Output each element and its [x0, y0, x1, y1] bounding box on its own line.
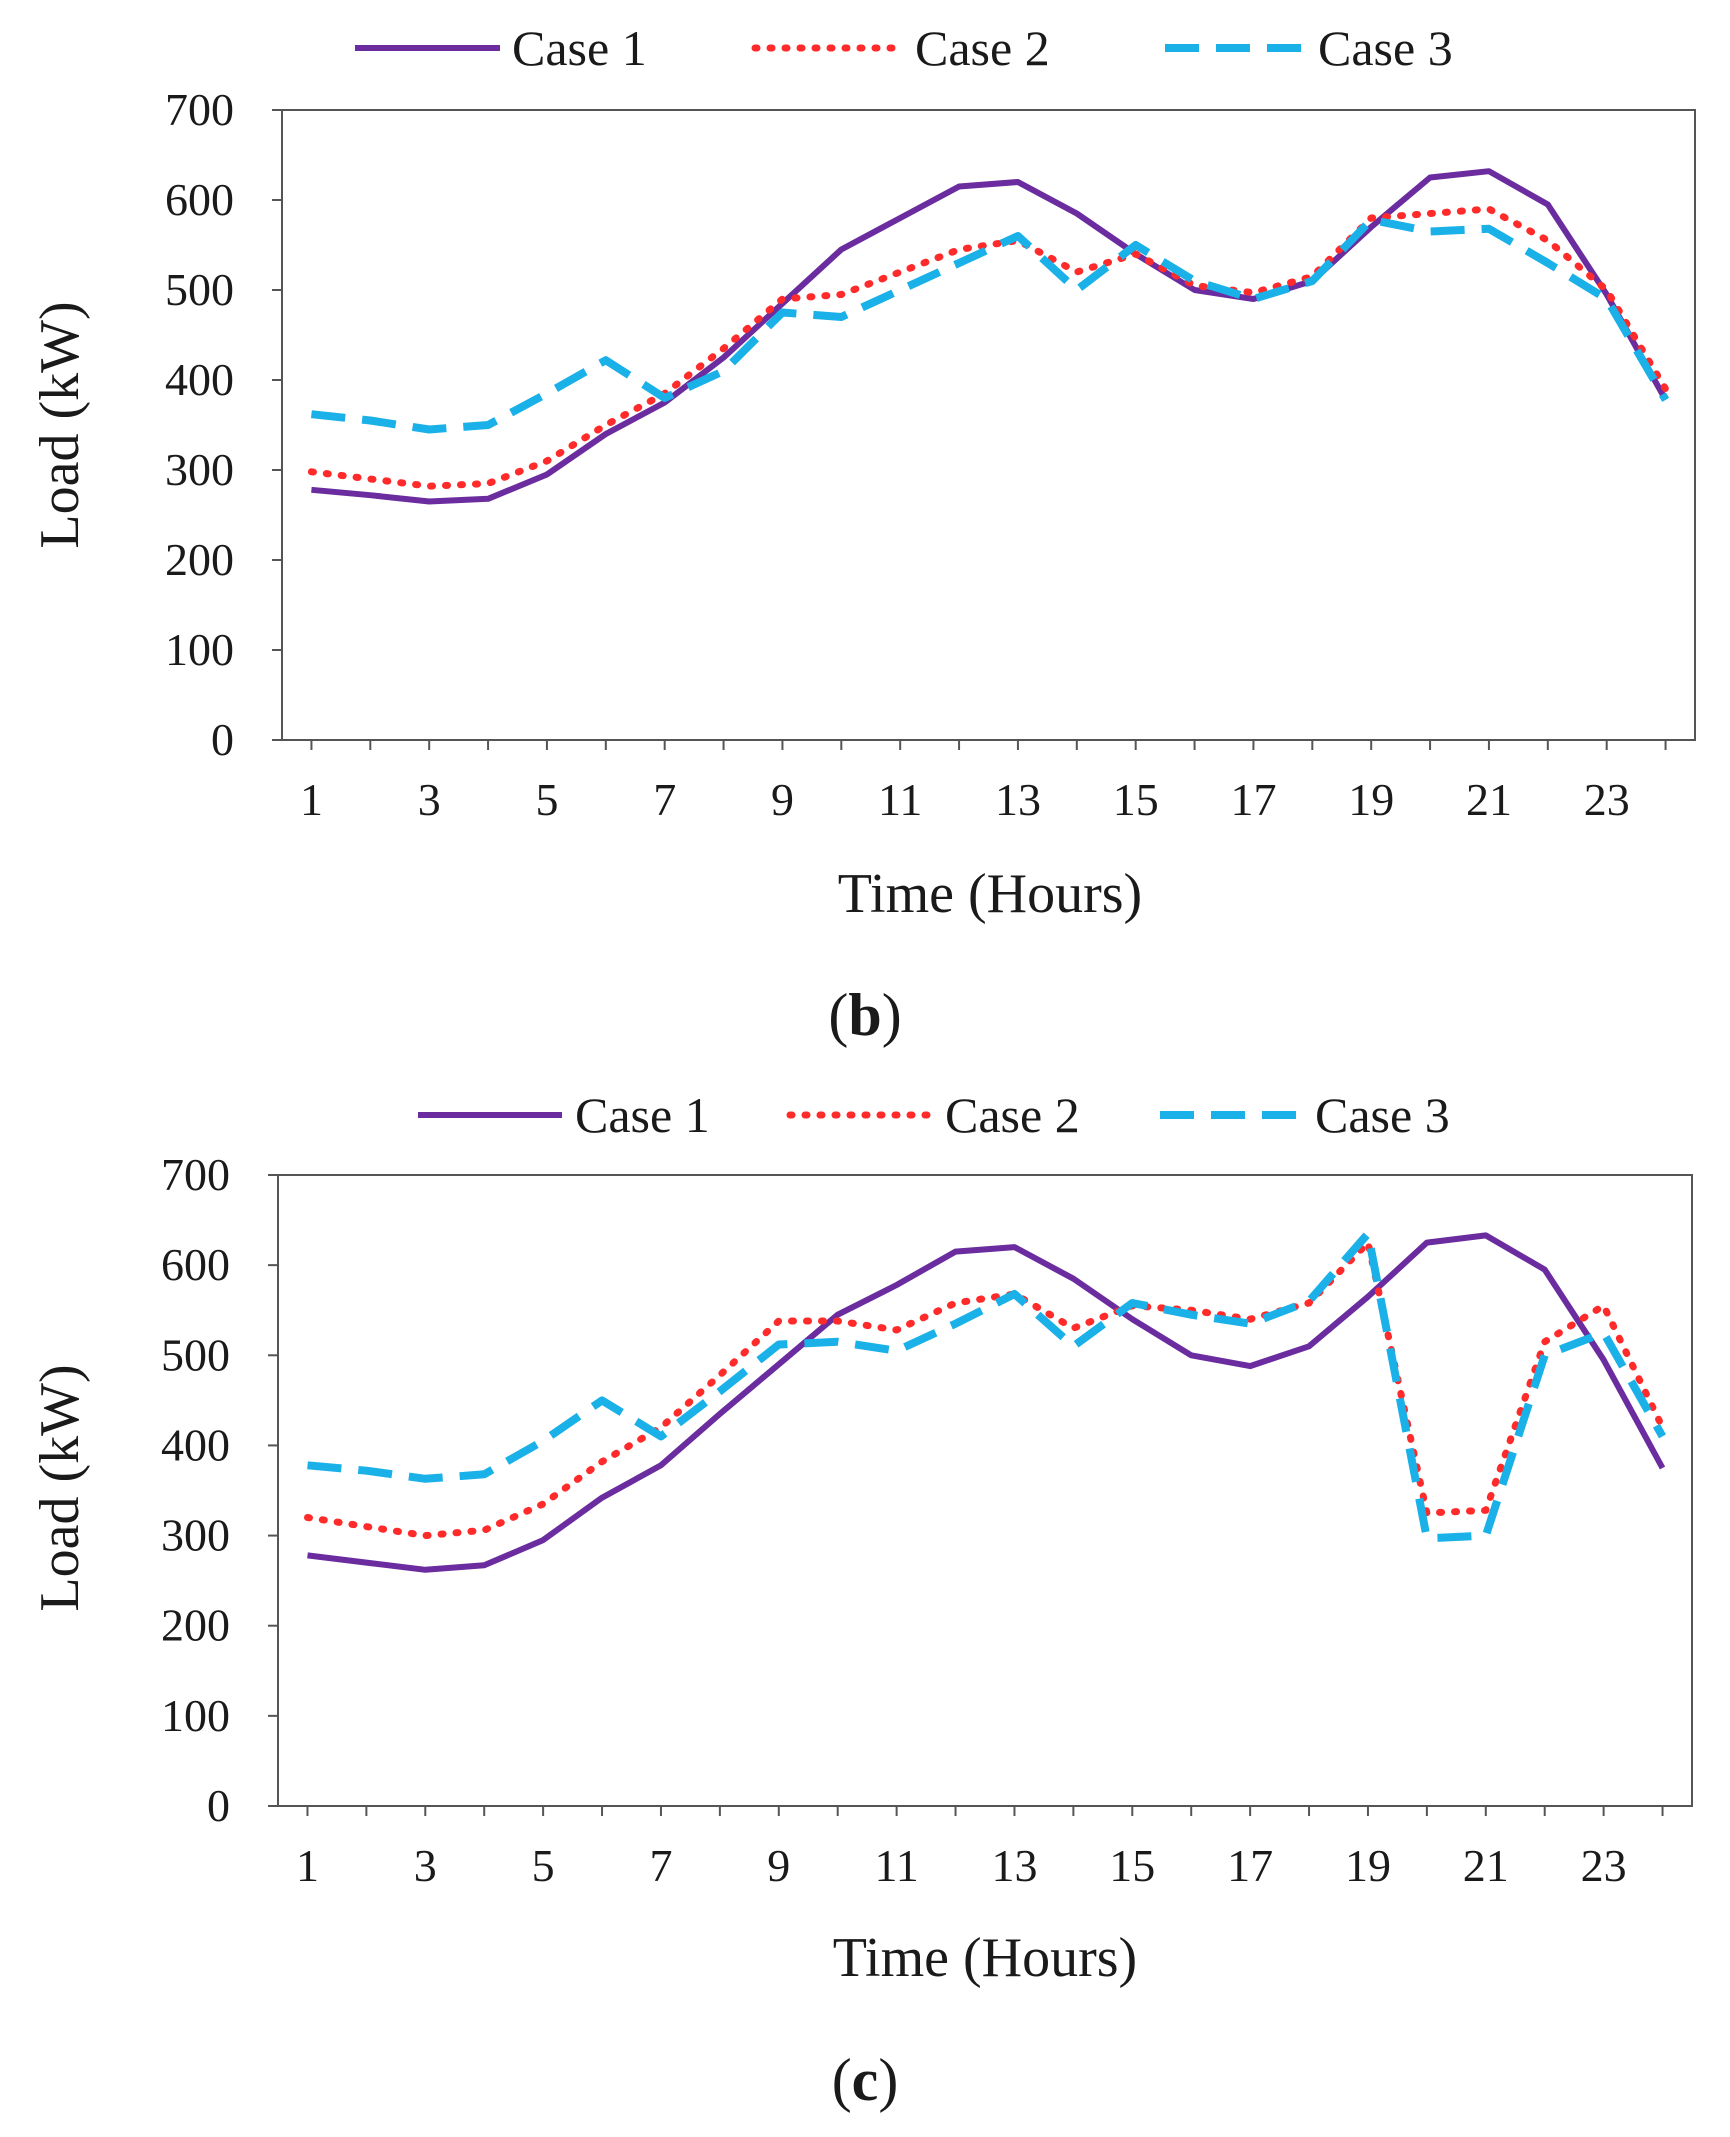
x-tick-label: 9	[771, 774, 794, 825]
legend-label-case1: Case 1	[575, 1087, 710, 1143]
series-line-case3	[310, 215, 1670, 434]
y-tick-label: 0	[211, 714, 234, 765]
x-tick-label: 15	[1109, 1840, 1155, 1891]
legend-label-case2: Case 2	[945, 1087, 1080, 1143]
y-tick-label: 600	[161, 1239, 230, 1290]
x-tick-label: 17	[1230, 774, 1276, 825]
legend-label-case1: Case 1	[512, 20, 647, 76]
legend-label-case2: Case 2	[915, 20, 1050, 76]
x-tick-label: 3	[418, 774, 441, 825]
y-tick-label: 200	[165, 534, 234, 585]
x-tick-label: 13	[991, 1840, 1037, 1891]
x-tick-label: 21	[1463, 1840, 1509, 1891]
y-tick-label: 600	[165, 174, 234, 225]
x-tick-label: 11	[874, 1840, 918, 1891]
series-line-case2	[307, 205, 1670, 490]
y-tick-label: 200	[161, 1600, 230, 1651]
y-tick-label: 100	[165, 624, 234, 675]
x-tick-label: 19	[1345, 1840, 1391, 1891]
legend-item-case3: Case 3	[1160, 1087, 1450, 1143]
x-tick-label: 1	[296, 1840, 319, 1891]
legend-label-case3: Case 3	[1318, 20, 1453, 76]
load-chart-b: Case 1 Case 2 Case 3 0 100 200 300 400 500 600…	[29, 20, 1696, 1048]
x-tick-label: 3	[414, 1840, 437, 1891]
x-tick-label: 9	[767, 1840, 790, 1891]
x-tick-label: 7	[649, 1840, 672, 1891]
y-tick-label: 400	[161, 1419, 230, 1470]
legend-c: Case 1 Case 2 Case 3	[418, 1087, 1450, 1143]
y-tick-label: 500	[161, 1329, 230, 1380]
y-tick-label: 300	[165, 444, 234, 495]
x-tick-label: 21	[1466, 774, 1512, 825]
legend-b: Case 1 Case 2 Case 3	[355, 20, 1453, 76]
y-tick-label: 400	[165, 354, 234, 405]
x-axis-title-b: Time (Hours)	[838, 863, 1142, 925]
y-tick-label: 700	[165, 84, 234, 135]
legend-item-case2: Case 2	[751, 20, 1050, 76]
series-line-case1	[307, 1232, 1666, 1573]
x-tick-label: 5	[535, 774, 558, 825]
y-tick-label: 300	[161, 1510, 230, 1561]
y-tick-label: 700	[161, 1149, 230, 1200]
x-tick-label: 1	[300, 774, 323, 825]
x-tick-label: 19	[1348, 774, 1394, 825]
y-tick-label: 500	[165, 264, 234, 315]
legend-item-case3: Case 3	[1165, 20, 1453, 76]
legend-item-case1: Case 1	[355, 20, 647, 76]
load-chart-c: Case 1 Case 2 Case 3 0 100 200 300 400 500 600…	[29, 1087, 1693, 2113]
figure-panel-b: Case 1 Case 2 Case 3 0 100 200 300 400 500 600…	[0, 0, 1730, 1068]
x-tick-label: 5	[532, 1840, 555, 1891]
legend-item-case2: Case 2	[786, 1087, 1080, 1143]
x-axis-title-c: Time (Hours)	[833, 1927, 1137, 1989]
plot-frame	[281, 109, 1696, 741]
x-tick-label: 7	[653, 774, 676, 825]
y-axis-title-c: Load (kW)	[29, 1364, 91, 1611]
plot-frame	[277, 1174, 1693, 1807]
series-line-case2	[304, 1239, 1666, 1540]
y-tick-label: 100	[161, 1690, 230, 1741]
x-tick-label: 11	[878, 774, 922, 825]
legend-item-case1: Case 1	[418, 1087, 710, 1143]
x-tick-label: 13	[995, 774, 1041, 825]
y-axis-title-b: Load (kW)	[29, 301, 91, 548]
series-line-case1	[311, 168, 1669, 505]
panel-label-b: (b)	[828, 982, 901, 1048]
figure-panel-c: Case 1 Case 2 Case 3 0 100 200 300 400 500 600…	[0, 1068, 1730, 2137]
x-tick-label: 15	[1113, 774, 1159, 825]
x-tick-label: 23	[1584, 774, 1630, 825]
x-tick-label: 23	[1581, 1840, 1627, 1891]
panel-label-c: (c)	[832, 2047, 899, 2113]
y-tick-label: 0	[207, 1780, 230, 1831]
x-tick-label: 17	[1227, 1840, 1273, 1891]
series-line-case3	[307, 1229, 1666, 1543]
legend-label-case3: Case 3	[1315, 1087, 1450, 1143]
